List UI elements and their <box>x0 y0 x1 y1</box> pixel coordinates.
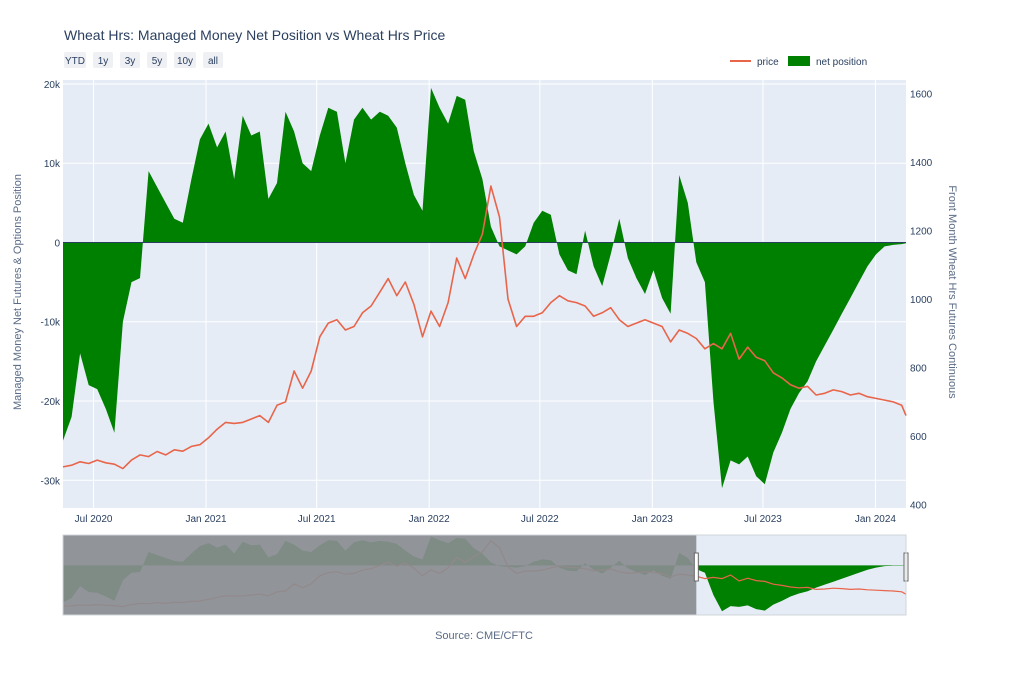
price-layer <box>62 185 907 470</box>
left-tick-label: 20k <box>44 80 61 91</box>
range-slider[interactable] <box>62 534 909 616</box>
range-button-10y[interactable]: 10y <box>174 52 196 68</box>
right-tick-label: 1600 <box>910 90 933 101</box>
source-note: Source: CME/CFTC <box>435 630 533 642</box>
legend: price net position <box>730 56 867 68</box>
range-button-bg <box>147 52 167 68</box>
x-tick-label: Jul 2021 <box>298 514 336 525</box>
legend-net-position-swatch <box>788 56 810 66</box>
range-selector: YTD 1y 3y 5y 10y all <box>64 52 223 68</box>
slider-net-position-area <box>63 536 906 612</box>
left-tick-label: -30k <box>41 476 61 487</box>
legend-item-price[interactable]: price <box>730 57 779 68</box>
left-axis-title: Managed Money Net Futures & Options Posi… <box>12 174 24 410</box>
range-button-label: 3y <box>125 56 136 67</box>
right-tick-label: 600 <box>910 432 927 443</box>
range-button-1y[interactable]: 1y <box>93 52 113 68</box>
range-button-3y[interactable]: 3y <box>120 52 140 68</box>
legend-price-label: price <box>757 57 779 68</box>
chart-title: Wheat Hrs: Managed Money Net Position vs… <box>64 27 445 43</box>
left-tick-label: 10k <box>44 159 61 170</box>
legend-net-position-label: net position <box>816 57 867 68</box>
right-axis-ticks: 1600 1400 1200 1000 800 600 400 <box>910 90 933 512</box>
slider-border <box>62 534 907 616</box>
left-tick-label: 0 <box>54 238 60 249</box>
x-tick-label: Jul 2023 <box>744 514 782 525</box>
right-tick-label: 1400 <box>910 158 933 169</box>
range-button-label: 10y <box>177 56 193 67</box>
range-button-bg <box>64 52 86 68</box>
x-tick-label: Jan 2023 <box>632 514 674 525</box>
net-position-layer <box>63 87 906 489</box>
left-tick-label: -10k <box>41 318 61 329</box>
slider-handle-left[interactable] <box>693 552 699 582</box>
range-button-bg <box>174 52 196 68</box>
right-tick-label: 1200 <box>910 227 933 238</box>
range-button-all[interactable]: all <box>203 52 223 68</box>
right-tick-label: 800 <box>910 364 927 375</box>
right-tick-label: 1000 <box>910 295 933 306</box>
x-tick-label: Jul 2022 <box>521 514 559 525</box>
range-button-label: 1y <box>98 56 109 67</box>
price-line[interactable] <box>62 185 907 470</box>
x-tick-label: Jan 2022 <box>409 514 451 525</box>
net-position-area[interactable] <box>63 87 906 489</box>
x-tick-label: Jan 2021 <box>185 514 227 525</box>
left-axis-ticks: 20k 10k 0 -10k -20k -30k <box>41 80 61 487</box>
range-button-label: all <box>208 56 218 67</box>
range-button-bg <box>93 52 113 68</box>
range-button-ytd[interactable]: YTD <box>64 52 86 68</box>
right-axis-title: Front Month Wheat Hrs Futures Continuous <box>946 185 958 399</box>
x-tick-label: Jul 2020 <box>75 514 113 525</box>
x-axis-ticks: Jul 2020 Jan 2021 Jul 2021 Jan 2022 Jul 2022… <box>75 514 897 525</box>
legend-item-net-position[interactable]: net position <box>788 56 867 68</box>
x-tick-label: Jan 2024 <box>855 514 897 525</box>
range-button-bg <box>120 52 140 68</box>
range-button-label: 5y <box>152 56 163 67</box>
left-tick-label: -20k <box>41 397 61 408</box>
right-tick-label: 400 <box>910 501 927 512</box>
slider-mask-left <box>63 535 697 615</box>
range-button-bg <box>203 52 223 68</box>
range-button-5y[interactable]: 5y <box>147 52 167 68</box>
range-button-label: YTD <box>65 56 85 67</box>
